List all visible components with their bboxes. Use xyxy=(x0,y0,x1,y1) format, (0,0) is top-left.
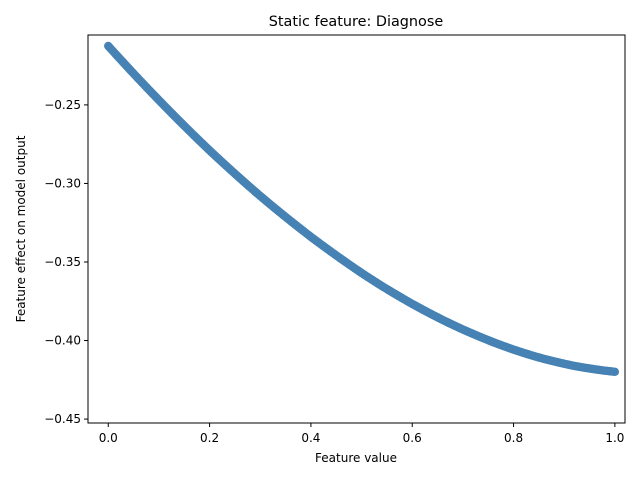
axes-frame xyxy=(87,34,626,424)
data-points xyxy=(104,41,620,376)
y-tick-label: −0.25 xyxy=(44,98,81,112)
x-tick-label: 1.0 xyxy=(605,431,624,445)
x-tick-label: 0.2 xyxy=(200,431,219,445)
x-tick-label: 0.6 xyxy=(403,431,422,445)
y-tick-label: −0.35 xyxy=(44,255,81,269)
x-tick-label: 0.8 xyxy=(504,431,523,445)
data-point xyxy=(610,367,620,376)
x-tick-label: 0.0 xyxy=(99,431,118,445)
x-axis-label: Feature value xyxy=(315,451,397,465)
y-axis-label: Feature effect on model output xyxy=(14,135,28,322)
y-tick-label: −0.40 xyxy=(44,334,81,348)
plot-area xyxy=(87,34,626,424)
x-axis: 0.0 0.2 0.4 0.6 0.8 1.0 xyxy=(99,423,624,445)
y-axis: −0.25 −0.30 −0.35 −0.40 −0.45 xyxy=(44,98,88,426)
y-tick-label: −0.30 xyxy=(44,176,81,190)
y-tick-label: −0.45 xyxy=(44,412,81,426)
x-tick-label: 0.4 xyxy=(301,431,320,445)
chart-title: Static feature: Diagnose xyxy=(269,14,444,30)
